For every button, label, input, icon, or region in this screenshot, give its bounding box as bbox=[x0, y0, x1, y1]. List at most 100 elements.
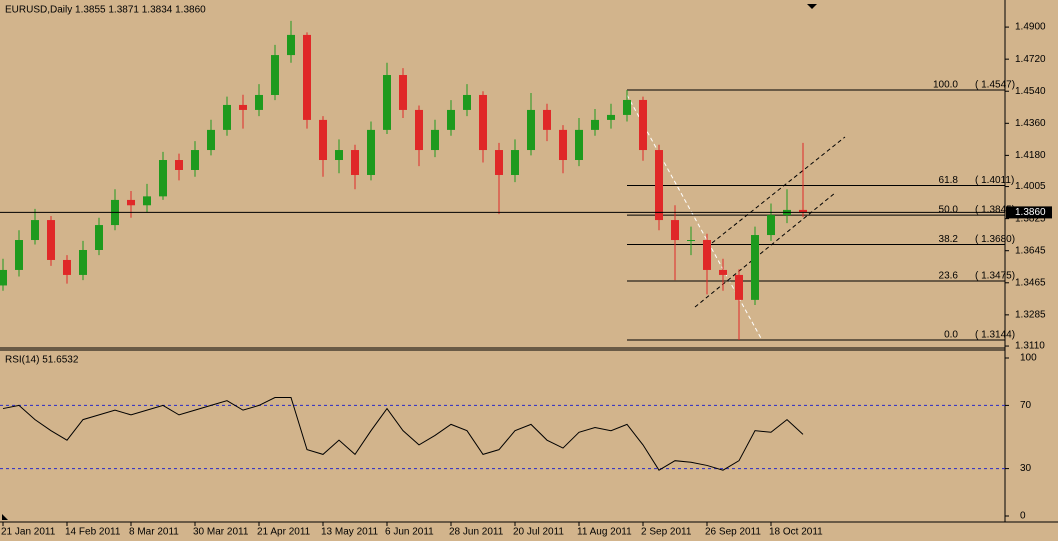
candle-body bbox=[463, 94, 471, 110]
fib-price-label: ( 1.3680) bbox=[975, 234, 1015, 245]
candle-body bbox=[655, 150, 663, 221]
y-tick-label: 1.3465 bbox=[1015, 277, 1046, 288]
fib-price-label: ( 1.3144) bbox=[975, 330, 1015, 341]
rsi-y-tick-label: 70 bbox=[1020, 400, 1032, 411]
candle-body bbox=[559, 129, 567, 161]
fib-price-label: ( 1.3475) bbox=[975, 271, 1015, 282]
candle-body bbox=[431, 129, 439, 151]
y-tick-label: 1.4720 bbox=[1015, 54, 1046, 65]
candle-body bbox=[399, 75, 407, 110]
rsi-title: RSI(14) 51.6532 bbox=[5, 355, 79, 366]
fib-price-label: ( 1.4547) bbox=[975, 80, 1015, 91]
candle-body bbox=[175, 160, 183, 170]
y-tick-label: 1.4540 bbox=[1015, 86, 1046, 97]
candle-body bbox=[95, 225, 103, 250]
candle-body bbox=[447, 109, 455, 130]
x-tick-label: 6 Jun 2011 bbox=[385, 527, 434, 538]
candle-body bbox=[223, 104, 231, 130]
candle-body bbox=[719, 269, 727, 275]
x-tick-label: 21 Apr 2011 bbox=[257, 527, 311, 538]
candle-body bbox=[47, 220, 55, 260]
candle-body bbox=[255, 94, 263, 110]
candle-body bbox=[159, 160, 167, 197]
candle-body bbox=[623, 99, 631, 115]
candle-body bbox=[543, 109, 551, 130]
candle-body bbox=[687, 240, 695, 242]
rsi-y-tick-label: 100 bbox=[1020, 353, 1037, 364]
candle-body bbox=[319, 119, 327, 161]
candle-body bbox=[127, 199, 135, 206]
x-tick-label: 28 Jun 2011 bbox=[449, 527, 504, 538]
candle-body bbox=[479, 94, 487, 151]
rsi-y-tick-label: 30 bbox=[1020, 463, 1032, 474]
candle-body bbox=[671, 220, 679, 241]
last-price-label: 1.3860 bbox=[1015, 207, 1046, 218]
candle-body bbox=[303, 34, 311, 120]
y-tick-label: 1.3110 bbox=[1015, 341, 1045, 352]
chart-title: EURUSD,Daily 1.3855 1.3871 1.3834 1.3860 bbox=[5, 5, 206, 16]
x-tick-label: 18 Oct 2011 bbox=[769, 527, 823, 538]
candle-body bbox=[751, 235, 759, 300]
x-tick-label: 26 Sep 2011 bbox=[705, 527, 761, 538]
candle-body bbox=[63, 259, 71, 275]
candle-body bbox=[79, 249, 87, 275]
candle-body bbox=[15, 240, 23, 270]
x-tick-label: 14 Feb 2011 bbox=[65, 527, 121, 538]
rsi-line bbox=[2, 397, 804, 471]
candle-body bbox=[735, 274, 743, 300]
candle-body bbox=[239, 104, 247, 110]
candle-body bbox=[383, 75, 391, 130]
candle-body bbox=[335, 150, 343, 161]
candle-body bbox=[367, 129, 375, 175]
candle-body bbox=[191, 150, 199, 170]
rsi-y-tick-label: 0 bbox=[1020, 511, 1026, 522]
fib-price-label: ( 1.3845) bbox=[975, 205, 1015, 216]
x-tick-label: 20 Jul 2011 bbox=[513, 527, 564, 538]
fib-level-label: 0.0 bbox=[944, 330, 958, 341]
shift-marker bbox=[807, 4, 817, 9]
fib-level-label: 100.0 bbox=[933, 80, 958, 91]
fib-price-label: ( 1.4011) bbox=[975, 175, 1014, 186]
y-tick-label: 1.4005 bbox=[1015, 181, 1046, 192]
candle-body bbox=[607, 114, 615, 120]
x-tick-label: 2 Sep 2011 bbox=[641, 527, 692, 538]
candle-body bbox=[31, 220, 39, 241]
y-tick-label: 1.3645 bbox=[1015, 245, 1046, 256]
candle-body bbox=[575, 129, 583, 161]
channel-line bbox=[711, 136, 846, 244]
y-tick-label: 1.3285 bbox=[1015, 309, 1046, 320]
candle-body bbox=[639, 99, 647, 151]
x-tick-label: 30 Mar 2011 bbox=[193, 527, 249, 538]
fib-level-label: 23.6 bbox=[939, 271, 959, 282]
y-tick-label: 1.3825 bbox=[1015, 213, 1046, 224]
fib-level-label: 50.0 bbox=[939, 205, 959, 216]
x-tick-label: 11 Aug 2011 bbox=[577, 527, 632, 538]
corner-marker bbox=[2, 514, 8, 520]
y-tick-label: 1.4900 bbox=[1015, 22, 1046, 33]
candle-body bbox=[0, 269, 7, 286]
candle-body bbox=[271, 55, 279, 95]
candle-body bbox=[415, 109, 423, 151]
candle-body bbox=[767, 215, 775, 236]
candle-body bbox=[527, 109, 535, 151]
y-tick-label: 1.4180 bbox=[1015, 150, 1046, 161]
candle-body bbox=[799, 209, 807, 213]
candle-body bbox=[287, 34, 295, 56]
x-tick-label: 13 May 2011 bbox=[321, 527, 379, 538]
candle-body bbox=[143, 196, 151, 206]
candle-body bbox=[591, 119, 599, 130]
candle-body bbox=[351, 150, 359, 175]
x-tick-label: 8 Mar 2011 bbox=[129, 527, 179, 538]
x-tick-label: 21 Jan 2011 bbox=[1, 527, 56, 538]
candle-body bbox=[207, 129, 215, 151]
fib-level-label: 61.8 bbox=[939, 175, 959, 186]
candle-body bbox=[703, 240, 711, 270]
candle-body bbox=[511, 150, 519, 175]
fib-level-label: 38.2 bbox=[939, 234, 959, 245]
last-price-box bbox=[1006, 206, 1052, 219]
y-tick-label: 1.4360 bbox=[1015, 118, 1046, 129]
candle-body bbox=[495, 150, 503, 175]
